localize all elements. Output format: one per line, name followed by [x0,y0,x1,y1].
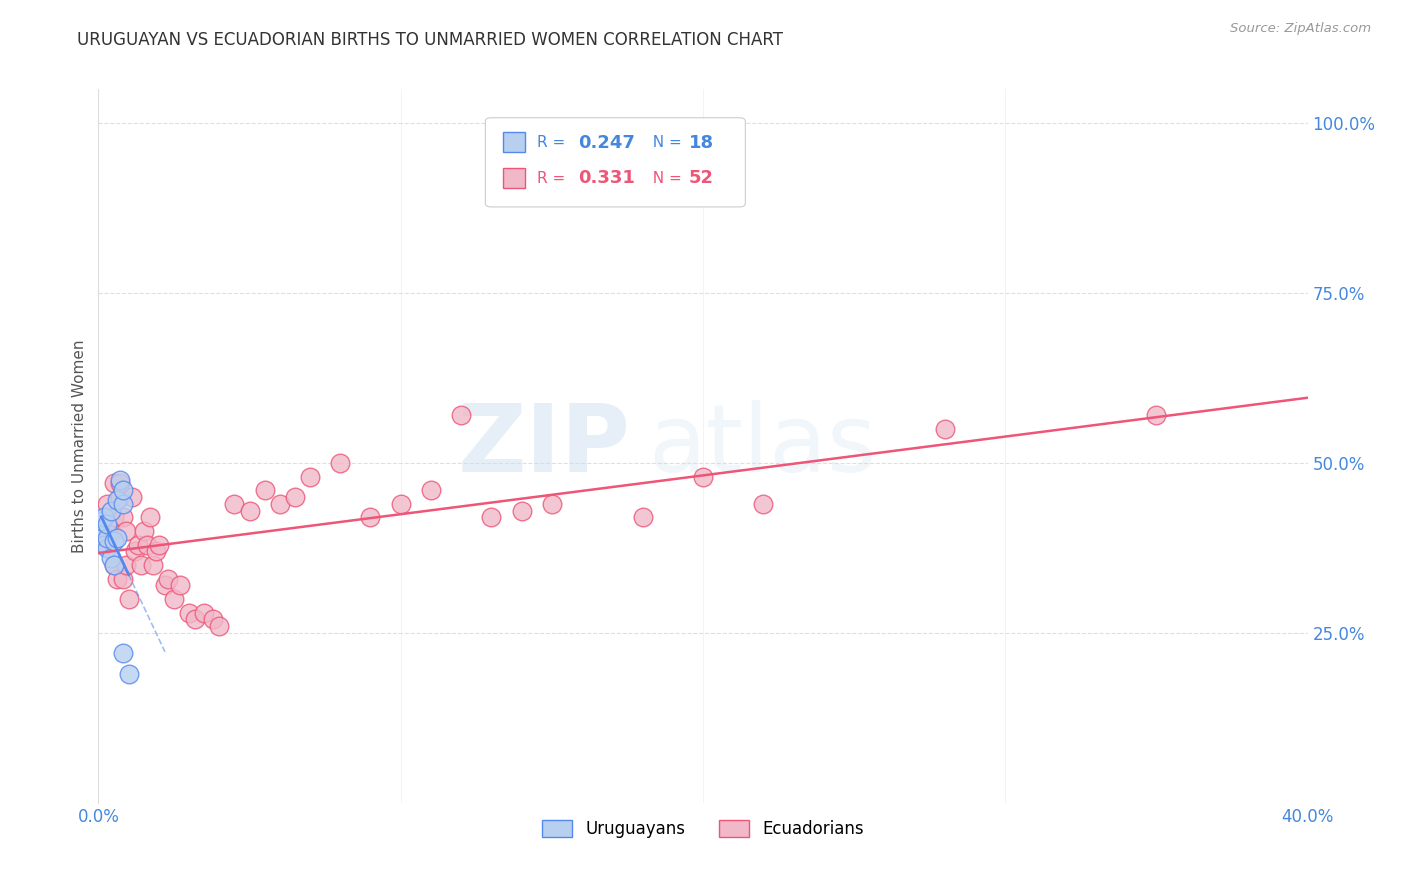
Point [193,606,215,620]
Point [329,456,352,470]
Point [114,558,136,572]
Point [93,537,115,551]
Point [121,490,143,504]
Point [105,572,128,586]
Point [90,527,112,541]
Point [269,497,291,511]
Point [389,497,412,511]
Point [163,591,186,606]
Point [96,497,118,511]
Point [179,606,201,620]
Point [114,524,136,538]
Point [111,572,134,586]
Point [100,524,122,538]
Point [100,503,122,517]
Point [90,514,112,528]
Point [169,578,191,592]
Point [96,517,118,532]
Text: ZIP: ZIP [457,400,630,492]
Point [111,497,134,511]
Point [127,537,149,551]
Point [103,534,125,549]
Text: R =: R = [537,171,571,186]
Text: 0.247: 0.247 [578,134,636,152]
Text: N =: N = [643,136,686,150]
Point [202,612,225,626]
Point [510,503,533,517]
Point [420,483,443,498]
Y-axis label: Births to Unmarried Women: Births to Unmarried Women [72,339,87,553]
Point [111,483,134,498]
Text: Source: ZipAtlas.com: Source: ZipAtlas.com [1230,22,1371,36]
Point [752,497,775,511]
Point [360,510,382,524]
Point [148,537,170,551]
Point [105,531,128,545]
Point [139,510,162,524]
Text: 0.331: 0.331 [578,169,636,187]
Point [103,558,125,572]
Point [103,558,125,572]
Point [142,558,165,572]
Point [284,490,307,504]
Text: URUGUAYAN VS ECUADORIAN BIRTHS TO UNMARRIED WOMEN CORRELATION CHART: URUGUAYAN VS ECUADORIAN BIRTHS TO UNMARR… [77,31,783,49]
Point [132,524,155,538]
Text: 18: 18 [689,134,714,152]
Legend: Uruguayans, Ecuadorians: Uruguayans, Ecuadorians [536,813,870,845]
FancyBboxPatch shape [503,168,526,187]
Point [111,646,134,660]
Point [108,476,131,491]
Point [100,551,122,566]
Text: 52: 52 [689,169,713,187]
Point [129,558,152,572]
Point [118,591,141,606]
Point [93,510,115,524]
Point [153,578,176,592]
FancyBboxPatch shape [503,132,526,152]
Point [299,469,322,483]
Text: R =: R = [537,136,571,150]
Point [103,476,125,491]
Point [224,497,246,511]
Point [103,510,125,524]
FancyBboxPatch shape [485,118,745,207]
Point [208,619,231,633]
Point [96,541,118,555]
Point [108,490,131,504]
Point [118,666,141,681]
Point [1144,409,1167,423]
Point [239,503,262,517]
Point [96,531,118,545]
Point [253,483,276,498]
Point [111,510,134,524]
Point [692,469,714,483]
Point [135,537,157,551]
Point [93,537,115,551]
Point [184,612,207,626]
Point [450,409,472,423]
Point [108,473,131,487]
Point [124,544,146,558]
Point [156,572,179,586]
Point [145,544,167,558]
Point [631,510,654,524]
Text: atlas: atlas [648,400,877,492]
Point [540,497,562,511]
Point [481,510,503,524]
Point [934,422,956,436]
Point [105,493,128,508]
Text: N =: N = [643,171,686,186]
